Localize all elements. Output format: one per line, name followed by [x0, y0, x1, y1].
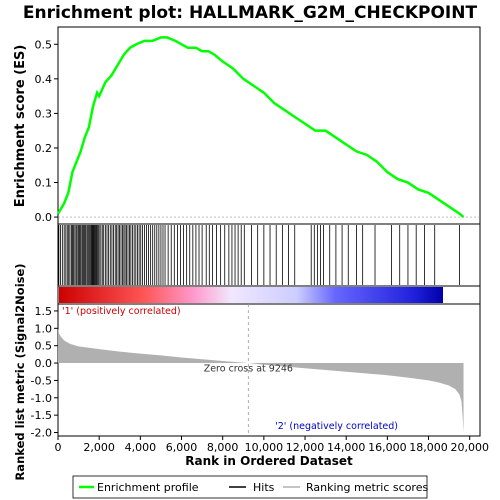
x-tick-label: 18,000: [409, 441, 448, 454]
rank-y-tick-label: 0.0: [35, 357, 53, 370]
zero-cross-label: Zero cross at 9246: [204, 364, 293, 375]
x-tick-label: 10,000: [245, 441, 284, 454]
legend-frame: [72, 475, 428, 499]
x-tick-label: 20,000: [450, 441, 489, 454]
legend: Enrichment profile Hits Ranking metric s…: [72, 475, 428, 499]
x-axis-label: Rank in Ordered Dataset: [185, 454, 353, 468]
legend-label-enrichment: Enrichment profile: [97, 481, 199, 494]
rank-y-ticks: -2.0 -1.5 -1.0 -0.5 0.0 0.5 1.0 1.5: [31, 305, 58, 440]
x-tick-label: 0: [55, 441, 62, 454]
positive-correlation-label: '1' (positively correlated): [62, 306, 181, 317]
es-y-ticks: 0.0 0.1 0.2 0.3 0.4 0.5: [35, 38, 58, 224]
x-tick-label: 16,000: [368, 441, 407, 454]
rank-y-tick-label: -1.0: [31, 392, 52, 405]
hit-marks: [58, 225, 460, 285]
rank-y-label: Ranked list metric (Signal2Noise): [13, 263, 27, 480]
chart-title: Enrichment plot: HALLMARK_G2M_CHECKPOINT: [23, 3, 478, 23]
es-y-tick-label: 0.4: [35, 73, 53, 86]
rank-y-tick-label: -1.5: [31, 409, 52, 422]
es-y-tick-label: 0.3: [35, 107, 53, 120]
es-panel: 0.0 0.1 0.2 0.3 0.4 0.5 Enrichment score (ES): [13, 26, 481, 225]
x-tick-label: 12,000: [286, 441, 325, 454]
x-tick-label: 6,000: [166, 441, 198, 454]
es-y-tick-label: 0.0: [35, 211, 53, 224]
legend-label-ranking: Ranking metric scores: [306, 481, 428, 494]
x-tick-label: 14,000: [327, 441, 366, 454]
rank-panel: -2.0 -1.5 -1.0 -0.5 0.0 0.5 1.0 1.5 Zero cross …: [13, 263, 481, 481]
rank-y-tick-label: -0.5: [31, 374, 52, 387]
x-tick-label: 4,000: [125, 441, 157, 454]
es-profile-line: [56, 36, 465, 219]
es-y-label: Enrichment score (ES): [13, 45, 28, 208]
color-bar-gradient: [59, 287, 443, 303]
negative-correlation-label: '2' (negatively correlated): [275, 421, 398, 432]
x-tick-label: 8,000: [207, 441, 239, 454]
x-tick-label: 2,000: [83, 441, 115, 454]
rank-color-bar: [57, 285, 481, 305]
x-ticks: 0 2,000 4,000 6,000 8,000 10,000 12,000 14,000 1…: [55, 436, 489, 454]
es-y-tick-label: 0.5: [35, 38, 53, 51]
rank-y-tick-label: 0.5: [35, 340, 53, 353]
rank-y-tick-label: 1.5: [35, 305, 53, 318]
legend-label-hits: Hits: [253, 481, 275, 494]
rank-y-tick-label: 1.0: [35, 322, 53, 335]
es-y-tick-label: 0.2: [35, 142, 53, 155]
rank-y-tick-label: -2.0: [31, 427, 52, 440]
rank-panel-frame: [57, 303, 481, 437]
hits-panel: [57, 223, 481, 287]
es-y-tick-label: 0.1: [35, 177, 53, 190]
